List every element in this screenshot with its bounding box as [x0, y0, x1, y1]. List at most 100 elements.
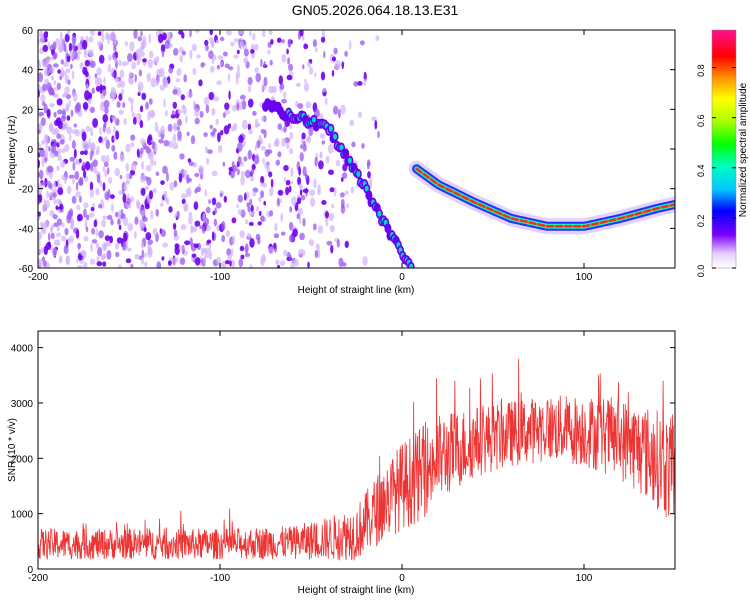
- noise-blob: [38, 129, 41, 135]
- noise-blob: [129, 41, 135, 52]
- noise-blob: [211, 37, 215, 47]
- noise-blob: [303, 43, 309, 50]
- noise-blob: [260, 145, 266, 151]
- noise-blob: [163, 98, 166, 108]
- noise-blob: [177, 130, 182, 140]
- noise-blob: [125, 162, 129, 172]
- noise-blob: [77, 50, 82, 56]
- noise-blob: [93, 167, 98, 174]
- noise-blob: [199, 225, 204, 230]
- noise-blob: [45, 57, 51, 63]
- noise-blob: [318, 160, 324, 170]
- noise-blob: [359, 40, 365, 46]
- noise-blob: [309, 197, 316, 208]
- noise-blob: [236, 203, 239, 209]
- noise-blob: [304, 172, 308, 181]
- noise-blob: [52, 188, 58, 194]
- noise-blob: [257, 237, 261, 245]
- noise-blob: [57, 154, 62, 162]
- noise-blob: [83, 202, 89, 209]
- noise-blob: [260, 182, 264, 187]
- noise-blob: [172, 222, 177, 230]
- noise-blob: [198, 79, 203, 87]
- noise-blob: [240, 170, 246, 177]
- noise-blob: [107, 214, 113, 220]
- y-tick-label: 40: [22, 66, 34, 77]
- noise-blob: [206, 239, 212, 244]
- noise-blob: [71, 139, 76, 150]
- noise-blob: [136, 199, 140, 209]
- noise-blob: [298, 248, 304, 256]
- noise-blob: [127, 222, 134, 232]
- noise-blob: [98, 230, 104, 239]
- noise-blob: [55, 205, 59, 211]
- noise-blob: [130, 103, 134, 113]
- noise-blob: [230, 259, 236, 268]
- noise-blob: [104, 235, 111, 242]
- noise-blob: [219, 192, 223, 198]
- noise-blob: [119, 174, 123, 180]
- noise-blob: [75, 229, 80, 239]
- noise-blob: [78, 178, 84, 186]
- noise-blob: [89, 189, 95, 198]
- noise-blob: [186, 131, 190, 136]
- noise-blob: [276, 37, 282, 43]
- noise-blob: [289, 148, 294, 155]
- snr-marks: [38, 358, 675, 561]
- noise-blob: [289, 123, 292, 130]
- noise-blob: [97, 77, 102, 86]
- noise-blob: [122, 61, 127, 67]
- noise-blob: [249, 30, 252, 37]
- noise-blob: [339, 192, 345, 198]
- noise-blob: [90, 243, 93, 253]
- noise-blob: [68, 133, 72, 142]
- noise-blob: [134, 73, 137, 83]
- noise-blob: [213, 96, 220, 102]
- x-tick-label: -200: [28, 272, 48, 283]
- colorbar: 0.0 0.2 0.4 0.6 0.8 Normalized spectral ampl…: [696, 29, 749, 277]
- y-tick-label: -60: [19, 264, 34, 275]
- noise-blob: [100, 154, 107, 163]
- noise-blob: [56, 142, 60, 148]
- noise-blob: [288, 63, 294, 72]
- noise-blob: [377, 130, 380, 139]
- noise-blob: [252, 110, 257, 116]
- noise-blob: [75, 181, 79, 191]
- noise-blob: [162, 165, 168, 174]
- noise-blob: [53, 80, 57, 86]
- noise-blob: [268, 143, 271, 149]
- noise-blob: [38, 169, 44, 180]
- noise-blob: [203, 96, 210, 106]
- noise-blob: [109, 194, 115, 200]
- noise-blob: [76, 42, 82, 51]
- noise-blob: [47, 41, 51, 50]
- noise-blob: [240, 94, 246, 100]
- noise-blob: [130, 134, 136, 141]
- noise-blob: [190, 135, 196, 145]
- noise-blob: [224, 63, 230, 69]
- noise-blob: [110, 31, 116, 41]
- noise-blob: [145, 147, 152, 154]
- noise-blob: [133, 231, 137, 239]
- noise-blob: [150, 158, 155, 167]
- noise-blob: [288, 185, 292, 193]
- snr-ylabel: SNR (10 * v/v): [7, 418, 18, 482]
- noise-blob: [38, 123, 41, 130]
- noise-blob: [260, 215, 265, 222]
- noise-blob: [82, 161, 86, 168]
- noise-blob: [84, 59, 91, 67]
- noise-blob: [200, 247, 204, 257]
- noise-blob: [146, 72, 152, 83]
- noise-blob: [98, 136, 103, 144]
- noise-blob: [192, 67, 197, 76]
- noise-blob: [133, 30, 138, 39]
- noise-blob: [78, 158, 82, 163]
- spectrogram-ylabel: Frequency (Hz): [7, 116, 18, 185]
- noise-blob: [52, 214, 58, 220]
- noise-blob: [299, 189, 303, 196]
- noise-blob: [301, 132, 306, 140]
- noise-blob: [204, 189, 207, 197]
- noise-blob: [329, 187, 335, 193]
